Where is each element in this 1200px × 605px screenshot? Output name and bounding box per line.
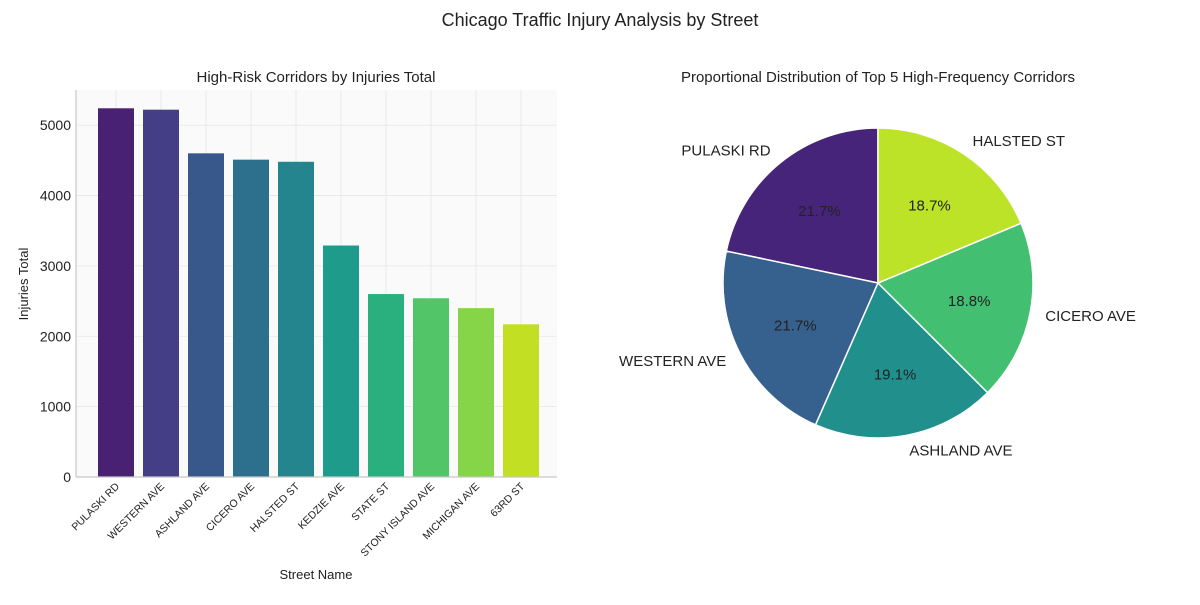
bar-michigan-ave	[458, 308, 494, 477]
bar-stony-island-ave	[413, 298, 449, 477]
bar-y-tick-label: 2000	[40, 328, 71, 344]
bar-cicero-ave	[233, 159, 269, 477]
bar-y-axis-label: Injuries Total	[16, 248, 31, 321]
pie-slice-label: HALSTED ST	[973, 133, 1066, 150]
pie-pct-label: 18.7%	[908, 198, 951, 215]
pie-slice-label: WESTERN AVE	[619, 353, 726, 370]
bar-series	[98, 108, 539, 478]
pie-pct-label: 21.7%	[798, 203, 841, 220]
pie-slice-halsted-st	[877, 127, 1022, 285]
pie-slice-label: ASHLAND AVE	[909, 443, 1012, 460]
pie-slice-pulaski-rd	[725, 127, 879, 284]
bar-y-tick-label: 0	[63, 469, 71, 485]
pie-labels: 21.7% PULASKI RD 21.7% WESTERN AVE 19.1% ASHL…	[619, 133, 1136, 460]
pie-pct-label: 19.1%	[874, 366, 917, 383]
bar-chart-title: High-Risk Corridors by Injuries Total	[197, 69, 436, 86]
bar-x-tick-label: STATE ST	[349, 480, 392, 523]
bar-y-tick-label: 3000	[40, 258, 71, 274]
bar-y-tick-label: 5000	[40, 117, 71, 133]
bar-x-tick-label: 63RD ST	[488, 480, 527, 519]
pie-slices	[722, 127, 1034, 439]
bar-63rd-st	[503, 324, 539, 477]
bar-kedzie-ave	[323, 245, 359, 477]
pie-pct-label: 21.7%	[774, 318, 817, 335]
bar-ashland-ave	[188, 153, 224, 477]
bar-x-tick-label: KEDZIE AVE	[296, 481, 347, 532]
bar-x-axis-label: Street Name	[280, 567, 353, 582]
pie-chart: Proportional Distribution of Top 5 High-…	[619, 69, 1136, 460]
bar-y-tick-label: 4000	[40, 188, 71, 204]
pie-pct-label: 18.8%	[948, 293, 991, 310]
bar-pulaski-rd	[98, 108, 134, 477]
pie-slice-western-ave	[722, 250, 880, 426]
bar-y-ticks: 0 1000 2000 3000 4000 5000	[40, 117, 71, 485]
pie-slice-label: CICERO AVE	[1045, 308, 1136, 325]
bar-x-tick-label: STONY ISLAND AVE	[358, 481, 437, 560]
bar-halsted-st	[278, 161, 314, 477]
figure-title: Chicago Traffic Injury Analysis by Stree…	[442, 10, 759, 30]
bar-state-st	[368, 294, 404, 477]
pie-chart-title: Proportional Distribution of Top 5 High-…	[681, 69, 1075, 86]
bar-chart: 0 1000 2000 3000 4000 5000 PULASKI RDWESTERN …	[16, 69, 557, 582]
bar-y-tick-label: 1000	[40, 399, 71, 415]
pie-slice-ashland-ave	[814, 281, 989, 439]
pie-slice-label: PULASKI RD	[681, 143, 770, 160]
bar-western-ave	[143, 109, 179, 478]
pie-slice-cicero-ave	[876, 222, 1034, 394]
